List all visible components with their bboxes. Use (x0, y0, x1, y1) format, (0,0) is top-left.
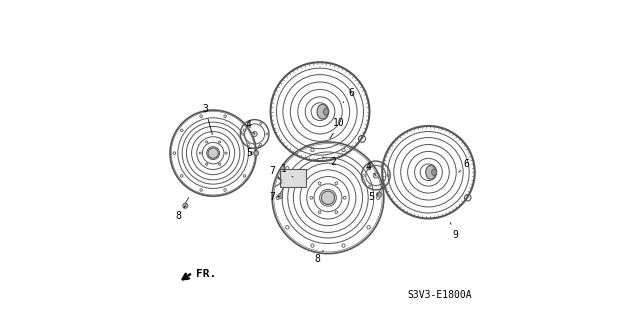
Circle shape (381, 164, 383, 166)
Circle shape (243, 174, 246, 177)
Text: 4: 4 (245, 120, 255, 134)
Text: 9: 9 (451, 223, 458, 240)
Circle shape (199, 152, 202, 154)
Circle shape (311, 244, 314, 247)
Text: 5: 5 (246, 148, 255, 158)
Circle shape (363, 174, 365, 176)
Circle shape (260, 144, 262, 145)
Circle shape (218, 141, 221, 143)
Text: 1: 1 (282, 164, 293, 177)
Text: 2: 2 (323, 157, 336, 167)
Text: 8: 8 (175, 206, 186, 220)
Circle shape (200, 189, 202, 191)
Circle shape (225, 152, 227, 154)
Circle shape (376, 196, 380, 199)
Circle shape (260, 122, 262, 124)
Text: 5: 5 (368, 192, 378, 202)
Circle shape (252, 131, 257, 137)
Circle shape (381, 185, 383, 187)
Circle shape (310, 197, 312, 199)
Text: 8: 8 (314, 250, 323, 264)
Circle shape (224, 115, 227, 117)
Text: 3: 3 (202, 104, 212, 135)
Circle shape (173, 152, 175, 154)
Circle shape (208, 148, 218, 158)
Circle shape (266, 133, 268, 135)
Circle shape (369, 185, 371, 187)
Text: 7: 7 (269, 166, 280, 179)
Circle shape (243, 129, 246, 132)
Circle shape (373, 173, 378, 178)
Circle shape (276, 196, 280, 199)
Circle shape (342, 244, 345, 247)
Circle shape (376, 192, 381, 197)
Circle shape (241, 133, 243, 135)
Circle shape (205, 163, 208, 165)
Circle shape (335, 182, 338, 185)
Ellipse shape (432, 169, 436, 175)
Circle shape (311, 148, 314, 152)
Circle shape (218, 163, 221, 165)
Circle shape (335, 211, 338, 214)
Circle shape (367, 226, 371, 229)
Ellipse shape (317, 104, 328, 119)
FancyBboxPatch shape (280, 169, 306, 187)
Circle shape (251, 152, 253, 154)
Circle shape (285, 167, 289, 170)
Circle shape (180, 174, 183, 177)
Text: 7: 7 (269, 192, 280, 202)
Circle shape (183, 203, 188, 208)
Circle shape (321, 191, 335, 204)
Text: S3V3-E1800A: S3V3-E1800A (408, 290, 472, 300)
Ellipse shape (426, 165, 436, 179)
Ellipse shape (323, 108, 328, 115)
Circle shape (387, 174, 389, 176)
Circle shape (285, 226, 289, 229)
Text: 4: 4 (365, 162, 376, 175)
Circle shape (278, 194, 283, 199)
Text: 6: 6 (343, 88, 354, 103)
Text: 6: 6 (459, 159, 469, 172)
Circle shape (318, 211, 321, 214)
Text: 10: 10 (330, 118, 345, 138)
Circle shape (180, 129, 183, 132)
Circle shape (205, 141, 208, 143)
Circle shape (342, 148, 345, 152)
Circle shape (318, 182, 321, 185)
Circle shape (248, 144, 250, 145)
Circle shape (200, 115, 202, 117)
Circle shape (224, 189, 227, 191)
Circle shape (248, 122, 250, 124)
Circle shape (343, 197, 346, 199)
Circle shape (367, 167, 371, 170)
Circle shape (253, 151, 259, 156)
Text: FR.: FR. (196, 269, 216, 279)
Circle shape (369, 164, 371, 166)
